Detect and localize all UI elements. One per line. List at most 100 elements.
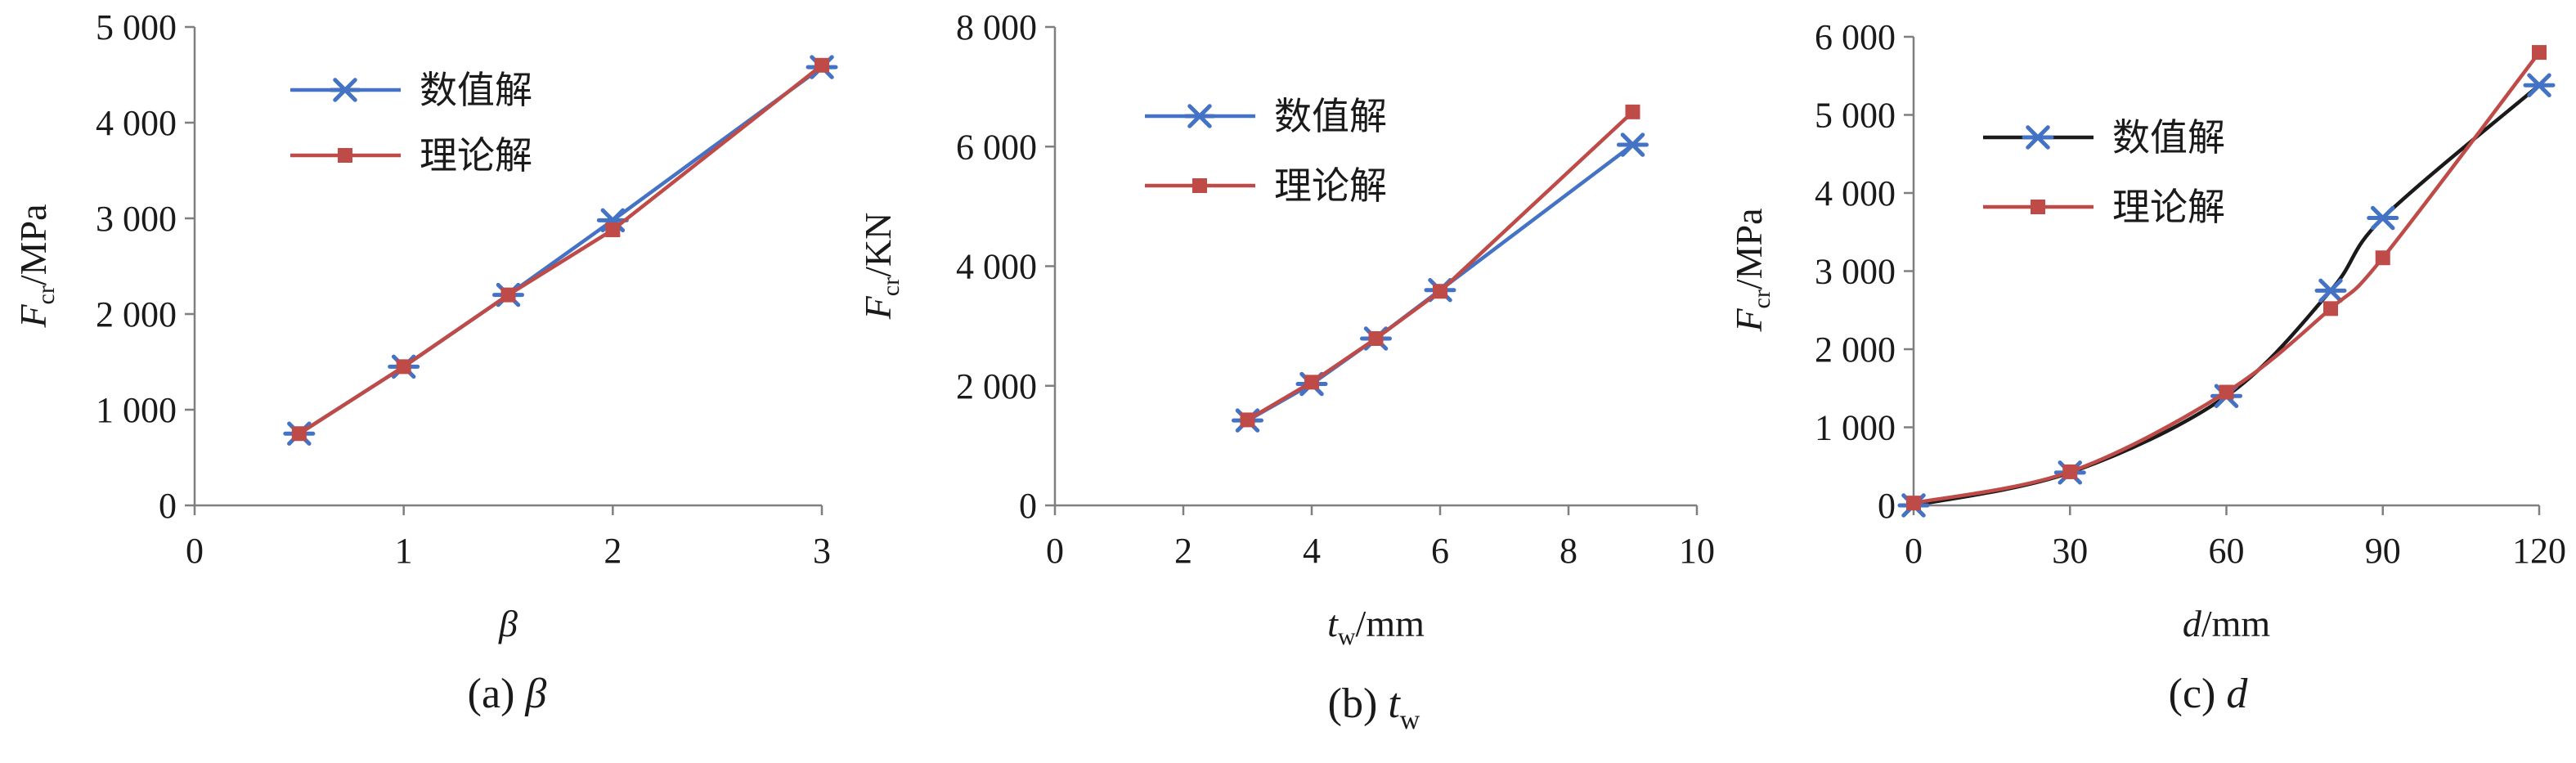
x-axis-label-unit: /mm: [1356, 603, 1425, 644]
y-axis-label-unit: /KN: [857, 213, 899, 277]
legend-label: 数值解: [1274, 96, 1387, 137]
data-point-square: [2062, 464, 2078, 479]
y-tick-label: 0: [1878, 486, 1896, 526]
x-axis-label: tw/mm: [1327, 603, 1425, 650]
x-tick-label: 0: [186, 531, 204, 571]
y-tick-label: 6 000: [1815, 17, 1896, 57]
x-axis-label-symbol: d: [2183, 603, 2202, 644]
x-axis-label: β: [498, 603, 518, 644]
series-2: [1906, 45, 2547, 511]
y-tick-label: 1 000: [1815, 408, 1896, 448]
y-axis-label-subscript: cr: [1748, 289, 1775, 308]
y-axis-label-symbol: F: [12, 304, 54, 329]
y-tick-label: 6 000: [956, 127, 1037, 167]
y-axis-label: Fcr/KN: [857, 213, 904, 321]
legend-entry: 数值解: [1145, 96, 1387, 137]
caption-symbol: t: [1388, 680, 1401, 727]
data-point-square: [2375, 250, 2390, 266]
data-point-square: [2323, 301, 2338, 316]
legend-label: 理论解: [420, 135, 532, 177]
y-tick-label: 3 000: [96, 199, 177, 239]
y-tick-label: 2 000: [956, 366, 1037, 406]
data-point-square: [1304, 375, 1319, 390]
legend-entry: 理论解: [1983, 186, 2225, 228]
caption-close-paren: ): [1363, 680, 1377, 727]
data-point-square: [1625, 104, 1640, 119]
legend-label: 理论解: [1274, 165, 1387, 207]
series-2: [291, 57, 829, 442]
data-point-square: [1433, 284, 1447, 299]
y-axis-label: Fcr/MPa: [1728, 208, 1775, 332]
data-point-star: [2523, 73, 2556, 97]
x-tick-label: 2: [604, 531, 622, 571]
data-point-square: [291, 426, 307, 442]
series-line: [298, 64, 824, 436]
series-line: [1913, 51, 2541, 505]
legend-marker-square: [1192, 178, 1207, 193]
data-point-square: [605, 222, 621, 238]
x-axis-label-unit: /mm: [2201, 603, 2271, 644]
y-axis-label-unit: /MPa: [12, 204, 54, 285]
data-point-square: [1906, 496, 1921, 511]
x-tick-label: 0: [1905, 531, 1923, 571]
data-point-star: [1617, 132, 1649, 157]
legend-label: 理论解: [2112, 186, 2225, 228]
series-line: [298, 65, 824, 436]
y-axis-label-unit: /MPa: [1728, 208, 1770, 289]
y-tick-label: 3 000: [1815, 252, 1896, 292]
x-axis-label-symbol: t: [1327, 603, 1339, 644]
legend-marker-square: [338, 148, 352, 163]
caption-prefix: b: [1342, 680, 1363, 727]
panel-caption: (c) d: [2169, 671, 2249, 717]
x-tick-label: 4: [1303, 531, 1321, 571]
x-tick-label: 6: [1431, 531, 1449, 571]
y-tick-label: 8 000: [956, 7, 1037, 47]
x-tick-label: 1: [395, 531, 413, 571]
series-1: [283, 55, 838, 446]
caption-prefix: a: [482, 671, 500, 717]
data-point-square: [815, 57, 829, 73]
caption-symbol: β: [524, 671, 546, 717]
data-point-square: [500, 287, 516, 303]
caption-prefix: c: [2183, 671, 2201, 717]
y-axis-label-subscript: cr: [877, 277, 904, 296]
y-axis-label: Fcr/MPa: [12, 204, 60, 328]
chart-panel-1: 0 1 000 2 000 3 000 4 000 5 000 0 1 2 3 β Fcr/MPa (a…: [12, 7, 838, 717]
caption-close-paren: ): [2201, 671, 2215, 717]
x-tick-label: 2: [1174, 531, 1192, 571]
panel-caption: (a) β: [468, 671, 547, 717]
data-point-star: [2367, 205, 2399, 231]
data-point-square: [2219, 384, 2234, 400]
x-axis-label-symbol: β: [498, 603, 518, 644]
y-tick-label: 2 000: [1815, 330, 1896, 370]
x-axis-label: d/mm: [2183, 603, 2271, 644]
caption-close-paren: ): [500, 671, 514, 717]
legend-entry: 数值解: [1983, 117, 2225, 159]
data-point-square: [1240, 412, 1255, 428]
x-axis-label-subscript: w: [1338, 623, 1356, 650]
series-line: [1913, 83, 2541, 508]
y-axis-label-subscript: cr: [33, 285, 60, 304]
data-point-square: [396, 359, 411, 375]
series-line: [1246, 110, 1635, 422]
y-axis-label-symbol: F: [1728, 308, 1770, 333]
legend-label: 数值解: [420, 70, 532, 111]
caption-subscript: w: [1400, 705, 1420, 735]
series-2: [1240, 104, 1640, 428]
data-point-square: [1368, 330, 1384, 346]
legend-marker-square: [2031, 200, 2045, 214]
x-tick-label: 0: [1046, 531, 1064, 571]
caption-open-paren: (: [2169, 671, 2183, 717]
caption-open-paren: (: [468, 671, 482, 717]
legend-marker-star: [2022, 125, 2054, 150]
panel-caption: (b) tw: [1328, 680, 1420, 735]
data-point-square: [2532, 45, 2547, 61]
legend-marker-star: [329, 78, 361, 102]
y-tick-label: 5 000: [1815, 96, 1896, 136]
x-tick-label: 30: [2052, 531, 2088, 571]
legend-label: 数值解: [2112, 117, 2225, 159]
legend-entry: 理论解: [1145, 165, 1387, 207]
x-tick-label: 60: [2209, 531, 2245, 571]
